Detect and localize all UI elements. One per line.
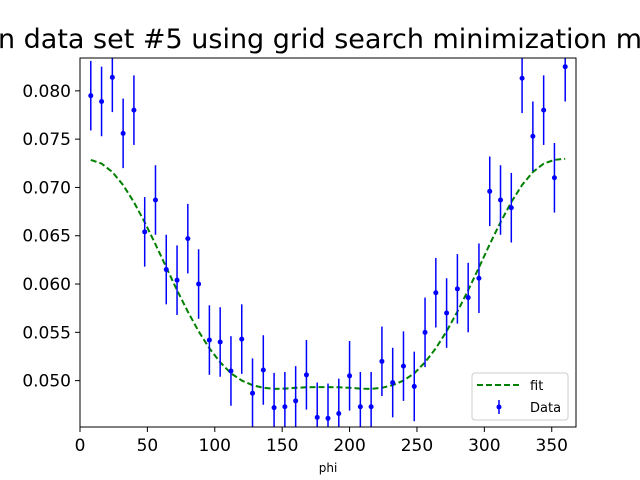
- y-tick-label: 0.050: [22, 372, 71, 392]
- data-point: [120, 130, 126, 136]
- legend: fit Data: [471, 372, 569, 421]
- fit-line: [90, 157, 566, 390]
- axes-frame: [79, 57, 577, 428]
- y-axis: 0.050 0.055 0.060 0.065 0.070 0.075 0.080: [22, 82, 80, 392]
- data-point: [131, 107, 137, 113]
- data-point: [250, 390, 256, 396]
- data-point: [411, 383, 417, 389]
- data-point: [196, 281, 202, 287]
- data-point: [109, 74, 115, 80]
- data-point: [551, 175, 557, 181]
- x-tick-label: 300: [468, 436, 500, 456]
- x-tick-label: 0: [75, 436, 86, 456]
- data-point: [400, 363, 406, 369]
- data-point: [152, 197, 158, 203]
- x-tick-label: 50: [137, 436, 159, 456]
- data-point: [508, 205, 514, 211]
- data-point: [206, 337, 212, 343]
- data-point: [228, 368, 234, 374]
- plot-area: [88, 58, 568, 427]
- data-point: [325, 415, 331, 421]
- y-tick-label: 0.080: [22, 82, 71, 102]
- data-point: [142, 229, 148, 235]
- data-point: [487, 188, 493, 194]
- x-tick-label: 350: [536, 436, 568, 456]
- data-point: [99, 98, 105, 104]
- data-point: [174, 277, 180, 283]
- data-point: [303, 372, 309, 378]
- data-point: [271, 405, 277, 411]
- data-point: [282, 404, 288, 410]
- data-point: [88, 93, 94, 99]
- data-point: [260, 367, 266, 373]
- legend-data-marker: [496, 404, 502, 410]
- y-tick-label: 0.065: [22, 227, 71, 247]
- data-point: [336, 410, 342, 416]
- data-point: [347, 373, 353, 379]
- data-point: [498, 197, 504, 203]
- data-point: [454, 286, 460, 292]
- data-point: [519, 75, 525, 81]
- data-point: [357, 404, 363, 410]
- data-point: [433, 290, 439, 296]
- x-tick-label: 150: [266, 436, 298, 456]
- x-axis-label: phi: [319, 461, 338, 475]
- y-tick-label: 0.060: [22, 275, 71, 295]
- data-point: [390, 380, 396, 386]
- data-point: [368, 404, 374, 410]
- data-point: [541, 107, 547, 113]
- x-tick-label: 250: [401, 436, 433, 456]
- data-point: [444, 310, 450, 316]
- data-point: [293, 398, 299, 404]
- x-tick-label: 100: [199, 436, 231, 456]
- data-point: [422, 329, 428, 335]
- data-point: [465, 295, 471, 301]
- y-tick-label: 0.055: [22, 323, 71, 343]
- data-point: [185, 236, 191, 242]
- data-point: [562, 64, 568, 70]
- data-point: [476, 275, 482, 281]
- x-tick-label: 200: [333, 436, 365, 456]
- legend-data-label: Data: [530, 401, 561, 416]
- chart-title: n data set #5 using grid search minimiza…: [0, 24, 640, 55]
- y-tick-label: 0.070: [22, 178, 71, 198]
- data-point: [217, 339, 223, 345]
- x-axis: 0 50 100 150 200 250 300 350: [75, 427, 568, 456]
- data-point: [314, 414, 320, 420]
- y-tick-label: 0.075: [22, 130, 71, 150]
- data-point: [530, 133, 536, 139]
- legend-fit-label: fit: [530, 379, 543, 394]
- data-point: [239, 336, 245, 342]
- data-point: [379, 358, 385, 364]
- data-point: [163, 267, 169, 273]
